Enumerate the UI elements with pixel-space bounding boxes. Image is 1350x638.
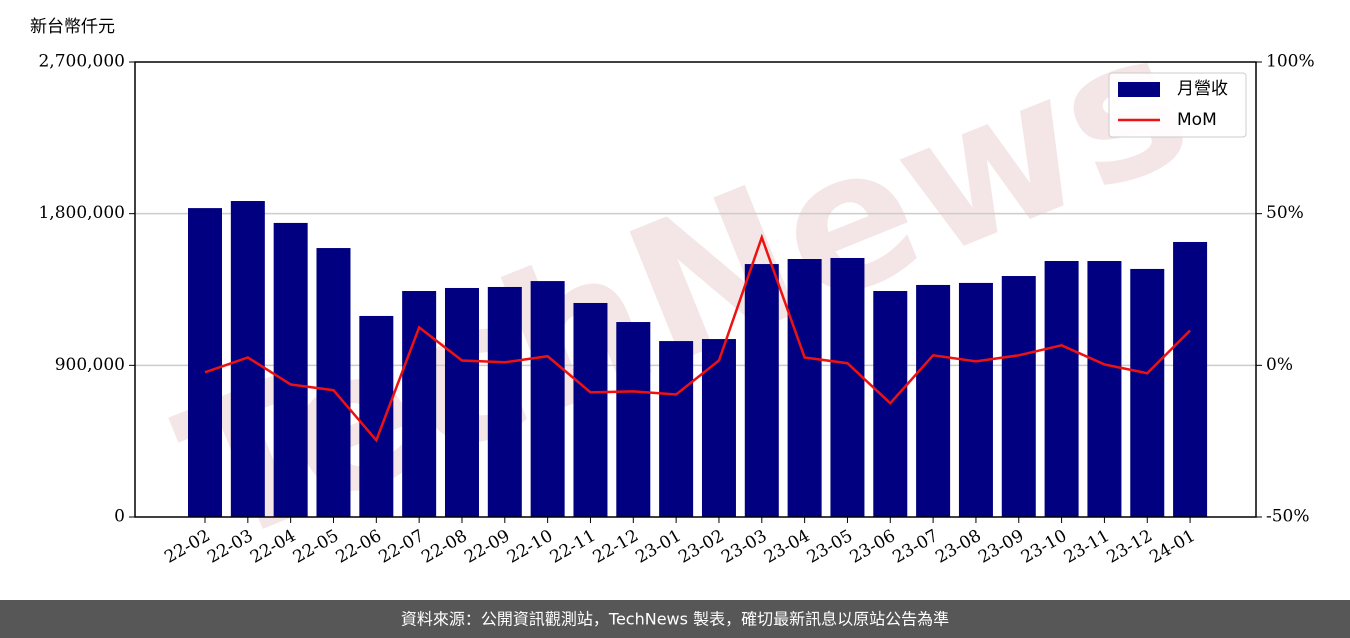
y-tick-label: 1,800,000 bbox=[38, 203, 125, 223]
plot-frame bbox=[134, 61, 1257, 518]
legend-label: MoM bbox=[1177, 110, 1217, 130]
y2-tick-label: -50% bbox=[1266, 507, 1310, 527]
bar bbox=[916, 284, 951, 517]
bar bbox=[1087, 261, 1122, 517]
y-tick-label: 0 bbox=[114, 507, 125, 527]
bar bbox=[316, 248, 351, 518]
footer-bar bbox=[0, 600, 1350, 638]
bar bbox=[1044, 261, 1079, 517]
bar bbox=[830, 257, 865, 517]
bar bbox=[359, 315, 394, 517]
bar bbox=[958, 282, 993, 517]
bar bbox=[444, 287, 479, 517]
legend: 月營收 MoM bbox=[1108, 72, 1247, 138]
mom-line bbox=[204, 233, 1191, 443]
y-axis-label: 新台幣仟元 bbox=[30, 17, 115, 37]
bar bbox=[1173, 241, 1208, 517]
bar bbox=[701, 339, 736, 517]
bar bbox=[1001, 276, 1036, 517]
bar bbox=[402, 291, 437, 517]
legend-label: 月營收 bbox=[1177, 79, 1228, 99]
bar bbox=[188, 208, 222, 517]
bar bbox=[744, 264, 779, 517]
bar bbox=[659, 341, 694, 517]
y-tick-label: 900,000 bbox=[55, 355, 125, 375]
bar bbox=[230, 201, 265, 517]
bar bbox=[530, 281, 565, 517]
y2-tick-label: 0% bbox=[1266, 355, 1293, 375]
bar bbox=[273, 222, 308, 517]
bar bbox=[1130, 268, 1165, 517]
y2-tick-label: 100% bbox=[1266, 52, 1315, 72]
y-tick-label: 2,700,000 bbox=[38, 52, 125, 72]
bar bbox=[573, 302, 608, 517]
y2-tick-label: 50% bbox=[1266, 203, 1304, 223]
bar bbox=[616, 322, 651, 517]
source-note: 資料來源：公開資訊觀測站，TechNews 製表，確切最新訊息以原站公告為準 bbox=[401, 610, 949, 629]
legend-swatch bbox=[1118, 82, 1160, 97]
bar bbox=[787, 258, 822, 517]
bar bbox=[487, 286, 522, 517]
